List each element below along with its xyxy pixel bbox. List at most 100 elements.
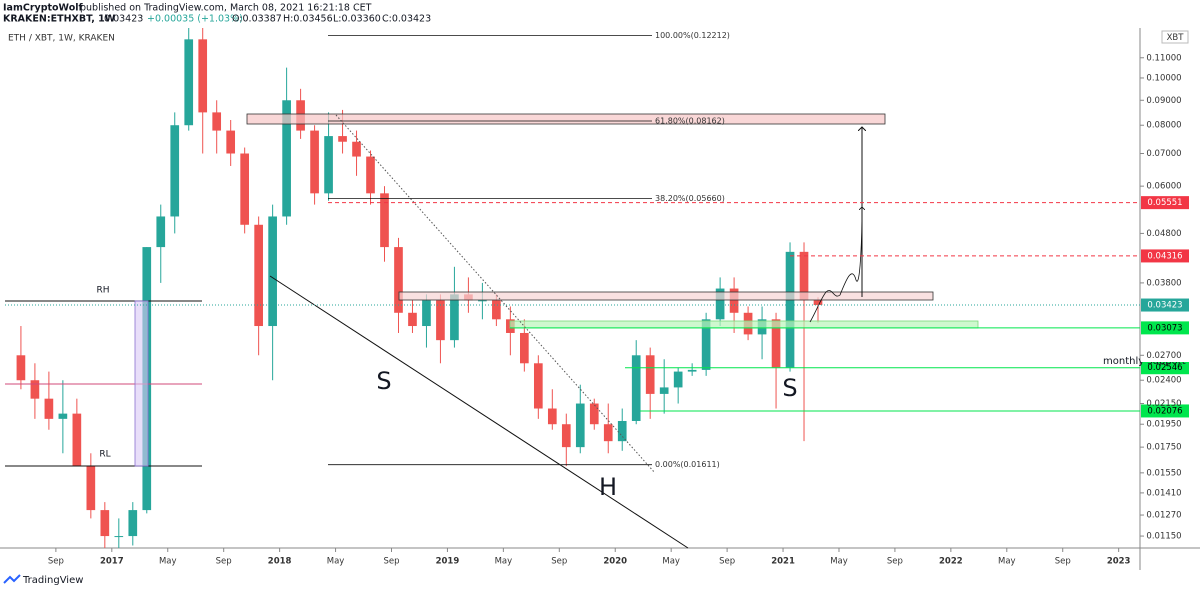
price-label: 0.03073 xyxy=(1147,323,1182,333)
price-label: 0.02076 xyxy=(1147,406,1182,416)
candle-body xyxy=(771,319,781,368)
y-tick-label: 0.01750 xyxy=(1146,443,1181,453)
candle-body xyxy=(813,300,823,306)
candle-body xyxy=(268,216,277,327)
price-label-box xyxy=(1141,249,1189,263)
candle-body xyxy=(617,420,627,442)
x-tick-label: 2022 xyxy=(939,557,963,567)
candle-body xyxy=(687,369,697,372)
price-label: 0.05551 xyxy=(1147,198,1182,208)
candle-body xyxy=(184,39,194,126)
y-tick-label: 0.01410 xyxy=(1146,488,1181,498)
x-tick-label: 2019 xyxy=(436,557,460,567)
candle-body xyxy=(645,355,655,394)
price-label-box xyxy=(1141,321,1189,335)
candle-body xyxy=(701,319,711,370)
price-label: 0.04316 xyxy=(1147,251,1182,261)
fib-label: 38.20%(0.05660) xyxy=(655,194,725,203)
annotation: S xyxy=(376,367,391,395)
price-label: 0.03423 xyxy=(1147,301,1182,311)
x-tick-label: Sep xyxy=(551,557,567,567)
candle-body xyxy=(394,247,403,313)
candle-body xyxy=(436,300,445,341)
y-tick-label: 0.09000 xyxy=(1146,96,1181,106)
x-tick-label: May xyxy=(662,557,680,567)
y-tick-label: 0.07000 xyxy=(1146,149,1181,159)
author[interactable]: IamCryptoWolf xyxy=(3,3,83,14)
candle-body xyxy=(16,355,26,381)
annotation: RH xyxy=(96,286,109,296)
candle-body xyxy=(478,300,487,302)
y-tick-label: 0.01950 xyxy=(1146,420,1181,430)
price-label-box xyxy=(1141,404,1189,418)
resistance-zone xyxy=(246,113,886,125)
y-tick-label: 0.02400 xyxy=(1146,376,1181,386)
x-tick-label: Sep xyxy=(216,557,232,567)
candle-body xyxy=(226,130,236,154)
candle-body xyxy=(715,288,725,320)
y-tick-label: 0.10000 xyxy=(1146,73,1181,83)
logo xyxy=(3,574,21,584)
annotation: H xyxy=(599,473,617,501)
candle-body xyxy=(240,153,249,225)
support-zone xyxy=(509,320,979,329)
open: O:0.03387 xyxy=(232,14,282,25)
close: C:0.03423 xyxy=(382,14,431,25)
y-tick-label: 0.04800 xyxy=(1146,229,1181,239)
candle-body xyxy=(310,130,319,194)
fib-label: 100.00%(0.12212) xyxy=(655,31,730,40)
drawings: RH RL S H S xyxy=(5,113,979,549)
y-tick-label: 0.01550 xyxy=(1146,468,1181,478)
candle-body xyxy=(589,403,599,425)
candle-body xyxy=(492,300,501,320)
published-text: published on TradingView.com, March 08, … xyxy=(80,3,372,14)
x-tick-label: May xyxy=(495,557,513,567)
y-tick-label: 0.01270 xyxy=(1146,511,1181,521)
range-box xyxy=(134,300,149,467)
brand[interactable]: TradingView xyxy=(22,575,83,586)
x-tick-label: 2023 xyxy=(1107,557,1131,567)
levels: 100.00%(0.12212) 61.80%(0.08162) 38.20%(0.… xyxy=(5,31,1189,469)
candle-body xyxy=(156,216,166,248)
candle-body xyxy=(520,332,529,364)
candle-body xyxy=(58,413,68,419)
trendline xyxy=(269,275,689,549)
x-tick-label: 2021 xyxy=(771,557,795,567)
candle-body xyxy=(603,424,613,442)
candle-body xyxy=(673,371,683,388)
y-tick-label: 0.02700 xyxy=(1146,351,1181,361)
x-tick-label: May xyxy=(998,557,1016,567)
candle-body xyxy=(631,355,641,421)
price-label: 0.02546 xyxy=(1147,363,1182,373)
annotation: S xyxy=(782,374,797,402)
candle-body xyxy=(729,288,739,313)
projection-path xyxy=(809,207,862,323)
candle-body xyxy=(44,398,54,419)
currency: XBT xyxy=(1167,33,1185,43)
annotation: RL xyxy=(99,450,110,460)
currency-box xyxy=(1161,30,1189,44)
candle-body xyxy=(408,312,417,327)
x-tick-label: 2018 xyxy=(268,557,292,567)
candle-body xyxy=(114,536,124,538)
symbol: KRAKEN:ETHXBT, 1W xyxy=(3,14,116,25)
candle-body xyxy=(799,251,809,301)
x-tick-label: Sep xyxy=(1055,557,1071,567)
axes: 0.11000 0.10000 0.09000 0.08000 0.07000 0.060… xyxy=(48,53,1200,567)
x-tick-label: 2017 xyxy=(100,557,124,567)
candle-body xyxy=(533,363,543,409)
candle-body xyxy=(30,380,40,399)
chart-title: ETH / XBT, 1W, KRAKEN xyxy=(8,34,115,44)
candle-body xyxy=(86,466,96,511)
x-tick-label: May xyxy=(159,557,177,567)
downtrend-line xyxy=(335,114,656,474)
x-tick-label: Sep xyxy=(48,557,64,567)
y-tick-label: 0.06000 xyxy=(1146,182,1181,192)
x-tick-label: Sep xyxy=(887,557,903,567)
candle-body xyxy=(785,251,795,368)
candle-body xyxy=(352,141,361,157)
fib-label: 0.00%(0.01611) xyxy=(655,460,720,469)
candle-body xyxy=(170,125,180,217)
x-tick-label: Sep xyxy=(719,557,735,567)
